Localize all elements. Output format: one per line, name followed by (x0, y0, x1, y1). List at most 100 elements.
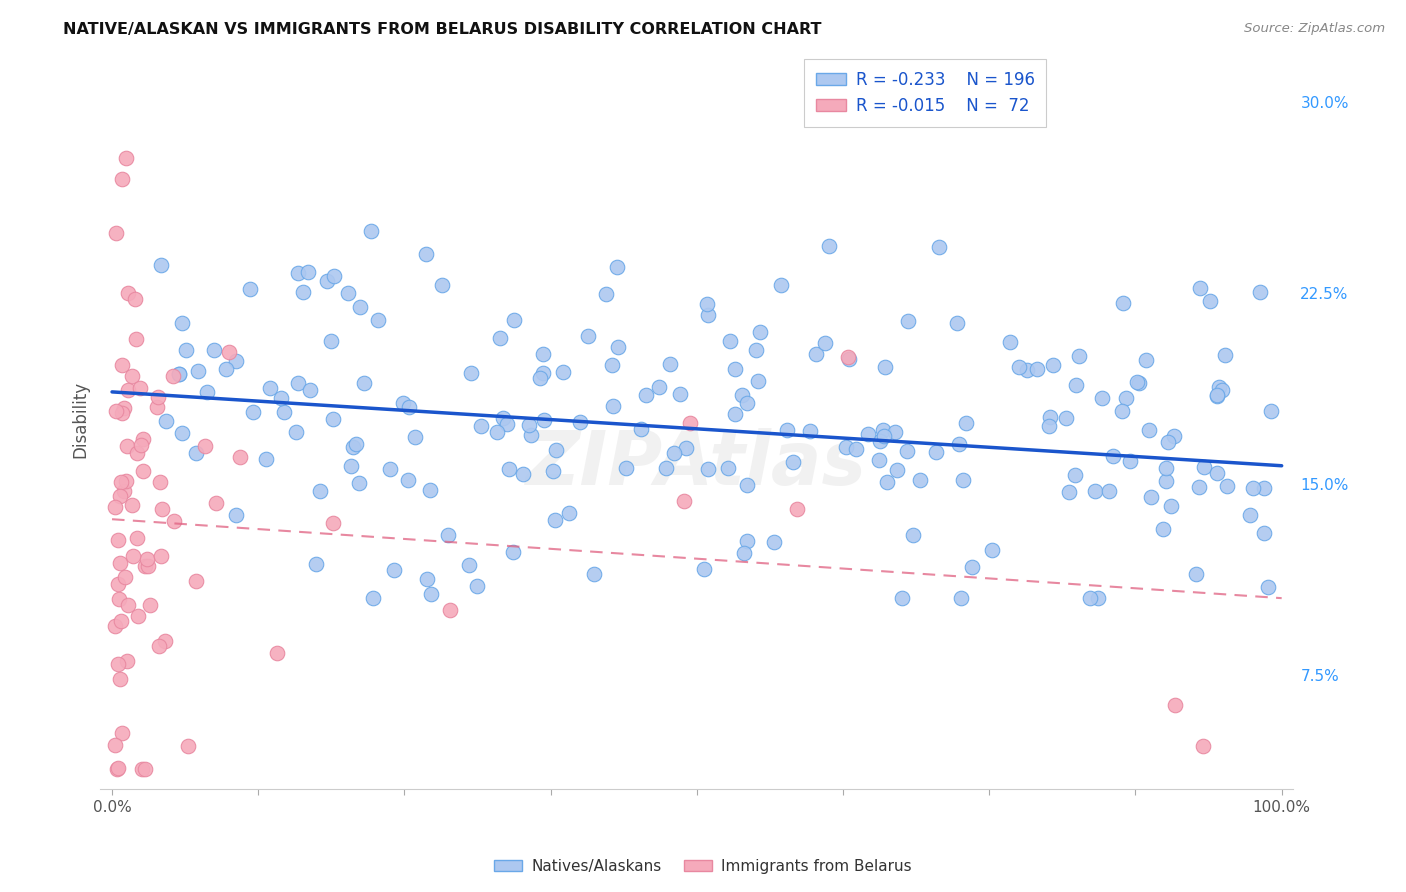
Point (1154, 460, 1177, 475)
Point (655, 460, 678, 475)
Point (128, 381, 150, 395)
Point (1213, 347, 1236, 361)
Point (110, 614, 132, 628)
Point (886, 463, 908, 477)
Point (167, 368, 190, 382)
Point (925, 445, 948, 459)
Point (349, 300, 371, 314)
Point (172, 425, 194, 440)
Point (1188, 479, 1211, 493)
Point (127, 531, 149, 545)
Point (172, 316, 194, 330)
Point (108, 673, 131, 687)
Point (195, 384, 218, 399)
Point (215, 361, 238, 376)
Point (266, 646, 288, 660)
Point (1084, 483, 1107, 498)
Point (150, 549, 173, 563)
Point (186, 446, 208, 460)
Point (104, 619, 127, 633)
Point (1199, 293, 1222, 308)
Point (813, 335, 835, 350)
Point (284, 425, 307, 440)
Point (174, 343, 197, 357)
Point (305, 558, 328, 572)
Point (664, 446, 686, 460)
Point (114, 570, 136, 584)
Point (1064, 378, 1087, 392)
Point (344, 436, 367, 450)
Point (1241, 481, 1264, 495)
Point (1119, 454, 1142, 468)
Point (1008, 359, 1031, 374)
Point (460, 366, 482, 380)
Legend: Natives/Alaskans, Immigrants from Belarus: Natives/Alaskans, Immigrants from Belaru… (488, 853, 918, 880)
Point (745, 343, 768, 357)
Point (769, 278, 792, 293)
Point (496, 417, 519, 431)
Point (960, 559, 983, 574)
Point (1078, 591, 1101, 606)
Point (1111, 296, 1133, 310)
Point (786, 502, 808, 516)
Point (150, 502, 173, 516)
Point (1135, 352, 1157, 367)
Point (287, 376, 309, 391)
Point (104, 500, 127, 514)
Point (1039, 410, 1062, 425)
Point (835, 441, 858, 455)
Point (529, 371, 551, 385)
Point (873, 359, 896, 374)
Point (115, 439, 138, 453)
Point (502, 544, 524, 558)
Point (873, 429, 896, 443)
Point (845, 442, 868, 457)
Point (517, 417, 540, 432)
Point (155, 414, 177, 428)
Point (896, 444, 918, 458)
Point (673, 494, 696, 508)
Point (107, 577, 129, 591)
Point (485, 425, 508, 440)
Point (858, 426, 880, 441)
Point (419, 483, 441, 498)
Point (557, 506, 579, 520)
Point (648, 379, 671, 393)
Point (392, 396, 415, 410)
Point (1015, 362, 1038, 376)
Point (419, 587, 441, 601)
Point (908, 474, 931, 488)
Point (731, 388, 754, 402)
Point (132, 432, 155, 446)
Point (804, 347, 827, 361)
Point (121, 368, 143, 383)
Point (546, 442, 568, 457)
Point (948, 437, 970, 451)
Point (1239, 508, 1261, 523)
Point (117, 598, 139, 612)
Point (1206, 388, 1229, 402)
Point (107, 657, 129, 672)
Point (747, 374, 769, 388)
Point (659, 357, 682, 371)
Point (1206, 466, 1229, 480)
Point (614, 461, 637, 475)
Point (1042, 358, 1064, 372)
Point (492, 411, 515, 425)
Point (503, 313, 526, 327)
Point (136, 559, 159, 574)
Point (415, 247, 437, 261)
Point (148, 475, 170, 490)
Point (901, 527, 924, 541)
Point (981, 543, 1004, 558)
Point (818, 239, 841, 253)
Y-axis label: Disability: Disability (72, 382, 89, 458)
Point (134, 559, 156, 574)
Point (396, 473, 419, 487)
Point (595, 286, 617, 301)
Point (108, 556, 131, 570)
Point (107, 760, 129, 774)
Point (112, 483, 135, 498)
Point (129, 438, 152, 452)
Point (1206, 389, 1229, 403)
